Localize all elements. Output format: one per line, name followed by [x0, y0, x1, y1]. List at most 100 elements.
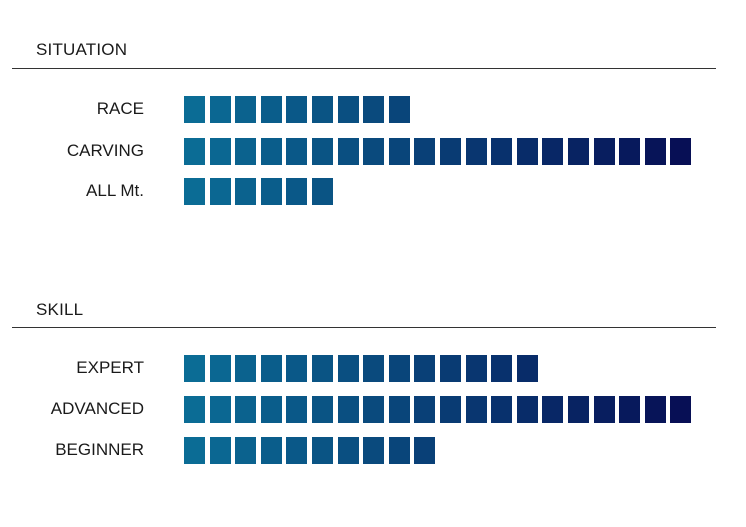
bar-segment [286, 355, 308, 382]
bar-segment [568, 138, 589, 165]
bar-segment [337, 96, 359, 123]
rating-bar [184, 355, 704, 382]
bar-segment [670, 138, 692, 165]
bar-segment [312, 96, 333, 123]
bar-segment [235, 178, 257, 205]
bar-segment [619, 138, 641, 165]
bar-segment [363, 396, 385, 423]
bar-segment [440, 355, 461, 382]
bar-segment [209, 96, 231, 123]
bar-segment [312, 437, 333, 464]
bar-segment [388, 437, 410, 464]
section-title: SKILL [36, 300, 84, 319]
bar-segment [209, 178, 231, 205]
bar-segment [516, 355, 538, 382]
bar-segment [644, 396, 666, 423]
bar-segment [184, 96, 205, 123]
bar-segment [465, 355, 487, 382]
category-label: ADVANCED [50, 399, 144, 418]
bar-segment [209, 138, 231, 165]
bar-segment [260, 396, 282, 423]
bar-segment [388, 96, 410, 123]
bar-segment [286, 96, 308, 123]
bar-segment [388, 396, 410, 423]
bar-segment [260, 437, 282, 464]
bar-segment [388, 138, 410, 165]
bar-segment [593, 396, 615, 423]
rating-bar [184, 96, 704, 123]
bar-segment [235, 138, 257, 165]
rating-row: CARVING [0, 138, 746, 165]
bar-segment [491, 396, 513, 423]
bar-segment [644, 138, 666, 165]
bar-segment [491, 355, 513, 382]
section-divider [12, 68, 716, 69]
bar-segment [465, 138, 487, 165]
rating-row: EXPERT [0, 355, 746, 382]
rating-row: ALL Mt. [0, 178, 746, 205]
category-label: BEGINNER [55, 440, 144, 459]
bar-segment [542, 138, 564, 165]
bar-segment [363, 96, 385, 123]
bar-segment [337, 138, 359, 165]
bar-segment [414, 355, 436, 382]
bar-segment [209, 396, 231, 423]
bar-segment [542, 396, 564, 423]
bar-segment [235, 96, 257, 123]
bar-segment [593, 138, 615, 165]
rating-bar [184, 437, 704, 464]
bar-segment [516, 138, 538, 165]
bar-segment [235, 437, 257, 464]
bar-segment [440, 396, 461, 423]
bar-segment [184, 355, 205, 382]
bar-segment [337, 437, 359, 464]
bar-segment [414, 396, 436, 423]
bar-segment [235, 355, 257, 382]
section-title: SITUATION [36, 40, 128, 59]
bar-segment [286, 178, 308, 205]
bar-segment [619, 396, 641, 423]
bar-segment [184, 178, 205, 205]
rating-row: BEGINNER [0, 437, 746, 464]
rating-bar [184, 178, 704, 205]
rating-row: ADVANCED [0, 396, 746, 423]
section-divider [12, 327, 716, 328]
bar-segment [235, 396, 257, 423]
category-label: CARVING [66, 141, 144, 160]
category-label: ALL Mt. [86, 181, 144, 200]
rating-bar [184, 138, 704, 165]
bar-segment [568, 396, 589, 423]
bar-segment [209, 437, 231, 464]
bar-segment [312, 396, 333, 423]
bar-segment [363, 437, 385, 464]
bar-segment [260, 138, 282, 165]
bar-segment [184, 396, 205, 423]
bar-segment [260, 96, 282, 123]
bar-segment [286, 138, 308, 165]
bar-segment [312, 138, 333, 165]
bar-segment [465, 396, 487, 423]
bar-segment [516, 396, 538, 423]
bar-segment [388, 355, 410, 382]
bar-segment [312, 178, 333, 205]
bar-segment [184, 138, 205, 165]
bar-segment [312, 355, 333, 382]
bar-segment [286, 437, 308, 464]
bar-segment [260, 178, 282, 205]
bar-segment [363, 138, 385, 165]
bar-segment [337, 396, 359, 423]
bar-segment [414, 138, 436, 165]
rating-row: RACE [0, 96, 746, 123]
rating-bar [184, 396, 704, 423]
bar-segment [286, 396, 308, 423]
bar-segment [670, 396, 692, 423]
bar-segment [184, 437, 205, 464]
bar-segment [260, 355, 282, 382]
bar-segment [440, 138, 461, 165]
category-label: EXPERT [76, 358, 144, 377]
bar-segment [491, 138, 513, 165]
category-label: RACE [96, 99, 144, 118]
bar-segment [363, 355, 385, 382]
bar-segment [414, 437, 436, 464]
bar-segment [337, 355, 359, 382]
